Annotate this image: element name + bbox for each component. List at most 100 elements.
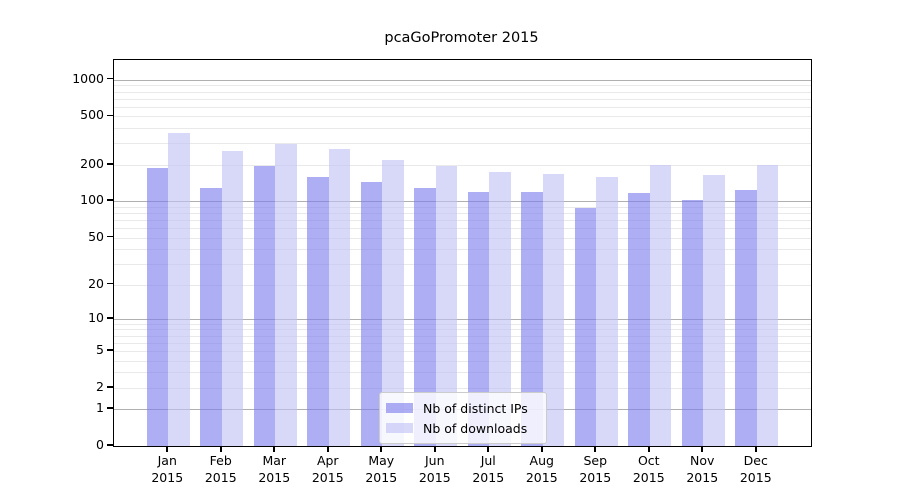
x-tick-mark [540, 446, 543, 452]
bar-distinct-ips-jun [414, 187, 436, 446]
bar-downloads-jul [489, 171, 511, 446]
bar-distinct-ips-aug [521, 191, 543, 446]
plot-area [113, 59, 812, 447]
minor-gridline [114, 335, 811, 337]
major-gridline [114, 79, 811, 81]
legend-swatch-distinct-ips [386, 403, 413, 413]
bar-downloads-jan [168, 133, 190, 446]
minor-gridline [114, 116, 811, 118]
legend-swatch-downloads [386, 423, 413, 433]
bar-downloads-oct [649, 164, 672, 446]
bar-downloads-dec [756, 164, 779, 446]
x-tick-mark [326, 446, 329, 452]
y-tick-mark [106, 163, 113, 165]
x-tick-label: Apr 2015 [311, 453, 344, 485]
minor-gridline [114, 360, 811, 362]
x-tick-mark [487, 446, 490, 452]
major-gridline [114, 318, 811, 320]
minor-gridline [114, 85, 811, 87]
minor-gridline [114, 350, 811, 352]
bar-downloads-aug [542, 174, 565, 446]
y-tick-mark [106, 235, 113, 238]
bar-downloads-apr [328, 148, 351, 446]
y-tick-label: 1000 [72, 70, 104, 86]
bar-downloads-mar [275, 144, 297, 446]
y-tick-label: 1 [96, 400, 104, 416]
chart-title: pcaGoPromoter 2015 [384, 30, 539, 46]
minor-gridline [114, 342, 811, 344]
legend-label-downloads: Nb of downloads [423, 420, 528, 436]
x-tick-label: Jul 2015 [472, 453, 505, 485]
bar-distinct-ips-sep [574, 208, 597, 446]
legend: Nb of distinct IPs Nb of downloads [379, 392, 547, 444]
x-tick-mark [701, 446, 704, 452]
y-tick-mark [106, 349, 113, 351]
x-tick-label: Sep 2015 [579, 453, 612, 485]
y-tick-label: 2 [96, 378, 104, 394]
bar-downloads-nov [703, 174, 725, 446]
minor-gridline [114, 219, 811, 221]
y-tick-label: 0 [96, 437, 104, 452]
bar-distinct-ips-jul [467, 191, 490, 446]
bar-distinct-ips-oct [628, 193, 650, 446]
legend-label-distinct-ips: Nb of distinct IPs [423, 400, 528, 416]
x-tick-mark [273, 446, 276, 452]
x-tick-mark [754, 446, 757, 452]
x-tick-label: Dec 2015 [739, 453, 772, 485]
y-tick-mark [106, 282, 113, 285]
bar-distinct-ips-may [360, 181, 383, 446]
x-tick-mark [219, 446, 222, 452]
y-tick-mark [106, 199, 113, 202]
bar-distinct-ips-nov [681, 200, 704, 446]
x-tick-label: May 2015 [365, 453, 398, 485]
y-tick-mark [106, 385, 113, 388]
x-tick-label: Oct 2015 [632, 453, 665, 485]
x-tick-mark [166, 446, 169, 452]
y-tick-label: 10 [88, 309, 104, 325]
y-tick-label: 5 [96, 341, 104, 357]
minor-gridline [114, 329, 811, 331]
bar-distinct-ips-mar [253, 166, 276, 446]
x-tick-label: Mar 2015 [258, 453, 291, 485]
minor-gridline [114, 106, 811, 108]
minor-gridline [114, 128, 811, 130]
legend-item-distinct-ips: Nb of distinct IPs [386, 398, 538, 418]
bar-distinct-ips-apr [307, 176, 329, 446]
minor-gridline [114, 91, 811, 93]
y-tick-label: 20 [88, 275, 104, 291]
y-tick-mark [106, 114, 113, 117]
minor-gridline [114, 228, 811, 230]
x-tick-mark [647, 446, 650, 452]
bar-downloads-may [382, 159, 404, 446]
minor-gridline [114, 143, 811, 145]
x-tick-label: Aug 2015 [525, 453, 558, 485]
x-tick-label: Nov 2015 [686, 453, 719, 485]
y-tick-mark [106, 77, 113, 80]
x-tick-mark [594, 446, 597, 452]
x-tick-label: Feb 2015 [204, 453, 237, 485]
bar-distinct-ips-jan [146, 167, 169, 446]
minor-gridline [114, 237, 811, 239]
bar-distinct-ips-dec [735, 190, 757, 446]
minor-gridline [114, 284, 811, 286]
minor-gridline [114, 212, 811, 214]
minor-gridline [114, 372, 811, 374]
minor-gridline [114, 249, 811, 251]
major-gridline [114, 201, 811, 203]
minor-gridline [114, 206, 811, 208]
minor-gridline [114, 164, 811, 166]
legend-item-downloads: Nb of downloads [386, 418, 538, 438]
y-tick-label: 500 [80, 107, 104, 123]
x-tick-label: Jan 2015 [151, 453, 184, 485]
y-tick-mark [106, 407, 113, 410]
bar-downloads-sep [596, 176, 618, 446]
y-tick-label: 200 [80, 155, 104, 171]
y-tick-label: 50 [88, 228, 104, 244]
y-tick-label: 100 [80, 192, 104, 208]
minor-gridline [114, 263, 811, 265]
bar-downloads-jun [435, 165, 458, 446]
y-tick-mark [106, 317, 113, 319]
x-tick-label: Jun 2015 [418, 453, 451, 485]
bar-distinct-ips-feb [200, 187, 222, 446]
